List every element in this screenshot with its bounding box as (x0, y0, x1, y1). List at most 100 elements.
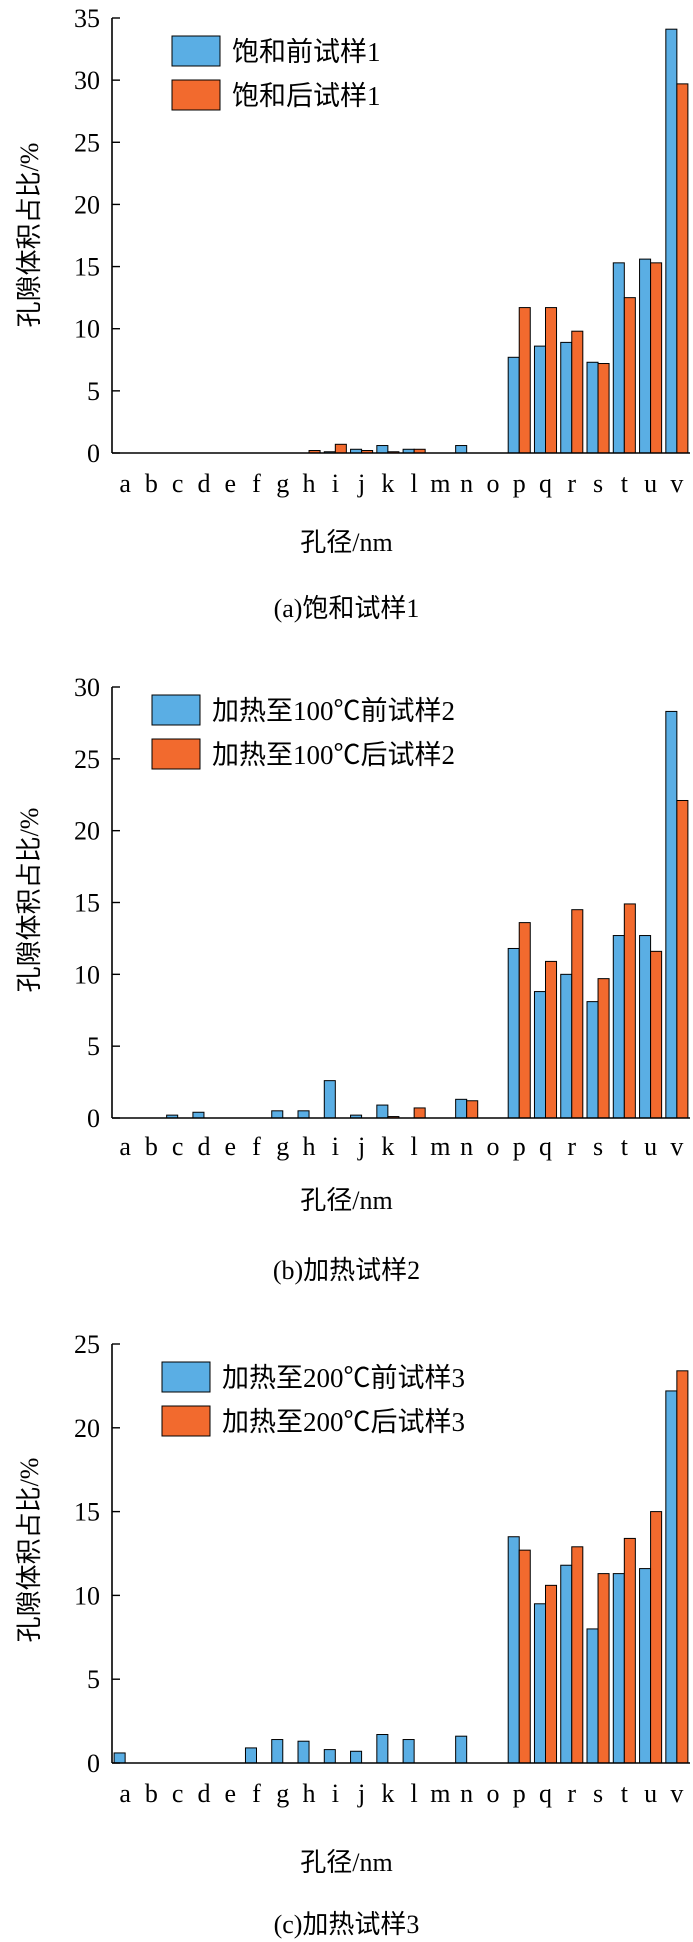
x-tick-label-m: m (430, 1132, 450, 1161)
legend-swatch-1 (161, 1361, 211, 1393)
bar-加热至100℃前试样2-g (271, 1110, 284, 1119)
y-tick-label: 30 (74, 673, 100, 702)
y-tick-label: 15 (74, 253, 100, 282)
legend-label-1: 加热至100℃前试样2 (212, 696, 455, 726)
x-tick-label-u: u (644, 1132, 657, 1161)
x-tick-label-r: r (567, 1779, 576, 1808)
bar-加热至200℃前试样3-f (244, 1747, 257, 1764)
bar-加热至100℃后试样2-p (518, 922, 531, 1119)
bar-饱和前试样1-r (560, 341, 573, 454)
bar-加热至200℃后试样3-t (623, 1537, 636, 1764)
legend-label-1: 加热至200℃前试样3 (222, 1363, 465, 1393)
y-tick-label: 20 (74, 817, 100, 846)
x-tick-label-t: t (621, 1132, 629, 1161)
bar-加热至200℃前试样3-t (612, 1573, 625, 1764)
x-tick-label-o: o (486, 1132, 499, 1161)
legend-label-2: 加热至100℃后试样2 (212, 740, 455, 770)
bar-饱和后试样1-t (623, 297, 636, 454)
x-tick-label-r: r (567, 1132, 576, 1161)
x-tick-label-c: c (172, 469, 184, 498)
bar-加热至100℃后试样2-r (571, 909, 584, 1119)
x-tick-label-a: a (119, 469, 131, 498)
legend-swatch-1 (171, 35, 221, 67)
y-tick-label: 35 (74, 4, 100, 33)
bar-饱和后试样1-v (676, 83, 689, 454)
figure-caption-c: (c)加热试样3 (273, 1910, 420, 1939)
bar-饱和前试样1-k (376, 445, 389, 454)
y-axis-title: 孔隙体积占比/% (15, 143, 44, 328)
x-tick-label-o: o (486, 1779, 499, 1808)
y-tick-label: 10 (74, 1581, 100, 1610)
legend-swatch-2 (171, 79, 221, 111)
bar-饱和后试样1-p (518, 307, 531, 454)
bar-加热至200℃后试样3-q (545, 1584, 558, 1764)
bar-加热至100℃后试样2-q (545, 960, 558, 1119)
chart-panel-c: 0 5 10 15 20 25 a b c d e f g h i j k l m n o p q r s t u v 孔隙体积占比/%… (0, 1320, 693, 1942)
y-tick-label: 10 (74, 315, 100, 344)
bar-饱和后试样1-i (334, 443, 347, 454)
x-tick-label-c: c (172, 1779, 184, 1808)
y-tick-label: 15 (74, 1498, 100, 1527)
x-tick-label-s: s (593, 1132, 603, 1161)
y-tick-label: 5 (87, 1665, 100, 1694)
bar-饱和后试样1-r (571, 330, 584, 454)
bar-饱和前试样1-q (533, 345, 546, 454)
bar-加热至100℃后试样2-n (466, 1100, 479, 1119)
x-tick-label-n: n (460, 1779, 473, 1808)
y-tick-label: 10 (74, 960, 100, 989)
x-tick-label-t: t (621, 469, 629, 498)
bar-加热至200℃前试样3-n (455, 1735, 468, 1764)
legend-label-1: 饱和前试样1 (232, 37, 381, 67)
bar-chart-c: 0 5 10 15 20 25 a b c d e f g h i j k l m n o p q r s t u v 孔隙体积占比/%… (15, 1330, 690, 1808)
x-tick-label-r: r (567, 469, 576, 498)
bar-加热至100℃前试样2-d (192, 1111, 205, 1119)
x-tick-label-k: k (381, 469, 394, 498)
bar-加热至200℃前试样3-p (507, 1536, 520, 1764)
y-tick-label: 5 (87, 1032, 100, 1061)
x-tick-label-f: f (252, 469, 261, 498)
y-tick-label: 20 (74, 1414, 100, 1443)
x-tick-label-i: i (332, 469, 339, 498)
bar-加热至200℃后试样3-r (571, 1546, 584, 1764)
y-tick-label: 25 (74, 128, 100, 157)
y-tick-label: 25 (74, 745, 100, 774)
legend-label-2: 加热至200℃后试样3 (222, 1407, 465, 1437)
bar-饱和后试样1-q (545, 307, 558, 454)
bar-加热至100℃前试样2-q (533, 991, 546, 1119)
x-tick-label-j: j (357, 469, 365, 498)
bar-加热至100℃后试样2-l (413, 1107, 426, 1119)
bar-加热至200℃后试样3-p (518, 1549, 531, 1764)
bar-加热至100℃后试样2-t (623, 903, 636, 1119)
bar-加热至100℃前试样2-t (612, 935, 625, 1119)
x-tick-label-a: a (119, 1132, 131, 1161)
x-tick-label-s: s (593, 1779, 603, 1808)
x-axis-title-c: 孔径/nm (300, 1848, 393, 1877)
x-tick-label-n: n (460, 469, 473, 498)
bar-加热至200℃前试样3-s (586, 1628, 599, 1764)
x-tick-label-e: e (224, 1779, 236, 1808)
y-tick-label: 15 (74, 889, 100, 918)
x-tick-label-d: d (197, 1132, 210, 1161)
bar-加热至200℃前试样3-h (297, 1740, 310, 1764)
x-tick-label-g: g (276, 469, 289, 498)
x-tick-label-n: n (460, 1132, 473, 1161)
x-tick-label-s: s (593, 469, 603, 498)
bar-加热至100℃前试样2-p (507, 947, 520, 1119)
x-tick-label-k: k (381, 1779, 394, 1808)
x-tick-label-g: g (276, 1779, 289, 1808)
bar-加热至100℃前试样2-r (560, 973, 573, 1119)
bar-加热至100℃前试样2-v (665, 710, 678, 1119)
x-tick-label-q: q (539, 1779, 552, 1808)
chart-panel-b: 0 5 10 15 20 25 30 a b c d e f g h i j k l m n o p q r s t u v 孔隙体积占比… (0, 660, 693, 1300)
bar-加热至100℃前试样2-k (376, 1104, 389, 1119)
x-tick-label-b: b (145, 1132, 158, 1161)
x-tick-label-l: l (411, 469, 418, 498)
x-tick-label-b: b (145, 469, 158, 498)
x-tick-label-v: v (670, 469, 683, 498)
x-tick-label-l: l (411, 1779, 418, 1808)
bar-饱和后试样1-u (650, 262, 663, 454)
legend-swatch-2 (161, 1405, 211, 1437)
y-tick-label: 0 (87, 1104, 100, 1133)
x-tick-label-k: k (381, 1132, 394, 1161)
bar-饱和前试样1-s (586, 361, 599, 454)
